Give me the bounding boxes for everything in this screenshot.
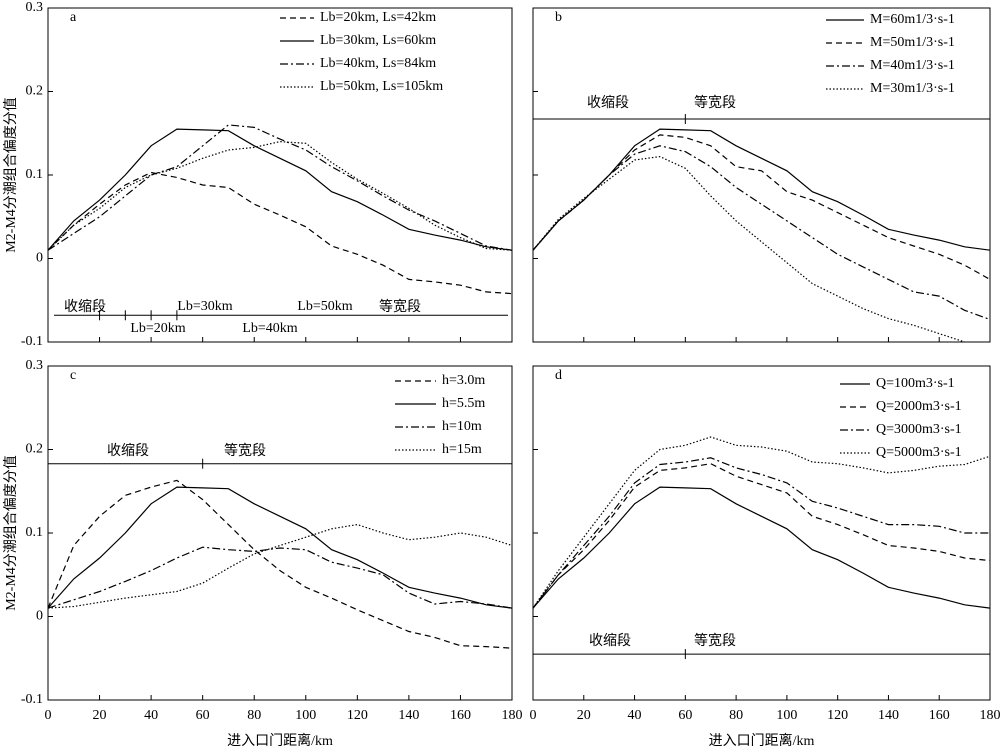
series-line bbox=[533, 157, 965, 342]
panel-label: a bbox=[70, 10, 77, 25]
x-tick-label: 140 bbox=[878, 708, 899, 723]
legend-label: Lb=30km, Ls=60km bbox=[320, 33, 436, 48]
panel-label: d bbox=[555, 368, 562, 383]
x-tick-label: 60 bbox=[196, 708, 210, 723]
x-tick-label: 20 bbox=[577, 708, 591, 723]
legend-label: Lb=40km, Ls=84km bbox=[320, 56, 436, 71]
legend-label: M=30m1/3·s-1 bbox=[870, 81, 955, 96]
x-tick-label: 180 bbox=[980, 708, 1000, 723]
legend-label: Lb=50km, Ls=105km bbox=[320, 79, 443, 94]
legend-label: Lb=20km, Ls=42km bbox=[320, 10, 436, 25]
series-line bbox=[48, 525, 512, 609]
series-line bbox=[48, 129, 512, 250]
y-axis-label: M2-M4分潮组合偏度分值 bbox=[3, 97, 19, 253]
series-line bbox=[533, 129, 990, 250]
y-tick-label: 0.2 bbox=[26, 442, 44, 457]
annotation: Lb=30km bbox=[177, 299, 232, 314]
x-tick-label: 40 bbox=[144, 708, 158, 723]
series-line bbox=[533, 464, 990, 608]
x-tick-label: 0 bbox=[530, 708, 537, 723]
annotation: 等宽段 bbox=[224, 442, 266, 459]
x-tick-label: 0 bbox=[45, 708, 52, 723]
x-tick-label: 120 bbox=[347, 708, 368, 723]
x-axis-label: 进入口门距离/km bbox=[709, 732, 815, 749]
x-tick-label: 120 bbox=[827, 708, 848, 723]
x-tick-label: 180 bbox=[502, 708, 523, 723]
annotation: 等宽段 bbox=[379, 298, 421, 315]
legend-label: M=60m1/3·s-1 bbox=[870, 12, 955, 27]
series-line bbox=[533, 458, 990, 608]
y-axis-label: M2-M4分潮组合偏度分值 bbox=[3, 455, 19, 611]
x-tick-label: 80 bbox=[247, 708, 261, 723]
annotation: Lb=40km bbox=[242, 321, 297, 336]
legend-label: Q=100m3·s-1 bbox=[876, 376, 955, 391]
y-tick-label: 0.1 bbox=[26, 525, 44, 540]
annotation: Lb=50km bbox=[297, 299, 352, 314]
y-tick-label: 0 bbox=[36, 251, 43, 266]
series-line bbox=[533, 135, 990, 280]
y-tick-label: 0.1 bbox=[26, 167, 44, 182]
plot-frame bbox=[533, 366, 990, 700]
y-tick-label: 0.2 bbox=[26, 84, 44, 99]
annotation: 等宽段 bbox=[694, 94, 736, 111]
annotation: 等宽段 bbox=[694, 632, 736, 649]
x-tick-label: 100 bbox=[295, 708, 316, 723]
annotation: 收缩段 bbox=[589, 633, 631, 649]
legend-label: h=5.5m bbox=[442, 396, 485, 411]
series-line bbox=[533, 487, 990, 608]
y-tick-label: -0.1 bbox=[21, 692, 43, 707]
y-tick-label: -0.1 bbox=[21, 334, 43, 349]
x-tick-label: 60 bbox=[678, 708, 692, 723]
annotation: Lb=20km bbox=[130, 321, 185, 336]
y-tick-label: 0.3 bbox=[26, 358, 44, 373]
x-axis-label: 进入口门距离/km bbox=[227, 732, 333, 749]
y-tick-label: 0.3 bbox=[26, 0, 44, 15]
x-tick-label: 40 bbox=[628, 708, 642, 723]
series-line bbox=[533, 146, 990, 320]
series-line bbox=[48, 173, 512, 294]
legend-label: M=50m1/3·s-1 bbox=[870, 35, 955, 50]
panel-label: b bbox=[555, 10, 562, 25]
x-tick-label: 80 bbox=[729, 708, 743, 723]
plot-frame bbox=[48, 8, 512, 342]
x-tick-label: 140 bbox=[398, 708, 419, 723]
legend-label: Q=5000m3·s-1 bbox=[876, 445, 962, 460]
annotation: 收缩段 bbox=[107, 443, 149, 459]
panel-label: c bbox=[70, 368, 76, 383]
plot-frame bbox=[48, 366, 512, 700]
series-line bbox=[48, 125, 512, 250]
legend-label: h=3.0m bbox=[442, 373, 485, 388]
annotation: 收缩段 bbox=[587, 95, 629, 111]
x-tick-label: 160 bbox=[929, 708, 950, 723]
x-tick-label: 160 bbox=[450, 708, 471, 723]
annotation: 收缩段 bbox=[64, 299, 106, 315]
legend-label: h=10m bbox=[442, 419, 482, 434]
legend-label: M=40m1/3·s-1 bbox=[870, 58, 955, 73]
legend-label: Q=2000m3·s-1 bbox=[876, 399, 962, 414]
series-line bbox=[48, 480, 512, 648]
series-line bbox=[533, 437, 990, 608]
x-tick-label: 20 bbox=[93, 708, 107, 723]
legend-label: h=15m bbox=[442, 442, 482, 457]
legend-label: Q=3000m3·s-1 bbox=[876, 422, 962, 437]
y-tick-label: 0 bbox=[36, 609, 43, 624]
x-tick-label: 100 bbox=[776, 708, 797, 723]
